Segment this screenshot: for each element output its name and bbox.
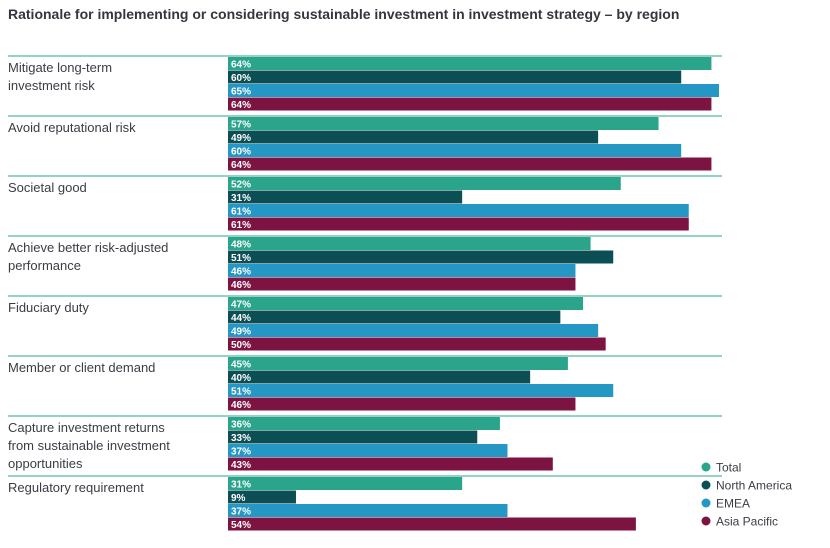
- category-label: Fiduciary duty: [8, 300, 89, 315]
- category-label: from sustainable investment: [8, 438, 170, 453]
- data-label: 61%: [231, 207, 251, 218]
- data-label: 40%: [231, 373, 251, 384]
- bar: [228, 490, 296, 504]
- bar: [228, 177, 621, 190]
- bar: [228, 324, 599, 337]
- chart-title: Rationale for implementing or considerin…: [8, 6, 680, 22]
- data-label: 33%: [231, 433, 251, 444]
- category-label: Capture investment returns: [8, 420, 165, 435]
- data-label: 54%: [231, 520, 251, 531]
- bar: [228, 430, 478, 444]
- data-label: 46%: [231, 400, 251, 411]
- bar: [228, 117, 659, 130]
- bar: [228, 84, 719, 97]
- legend-label: Asia Pacific: [716, 515, 778, 529]
- data-label: 37%: [231, 447, 251, 458]
- legend-marker: [701, 480, 711, 490]
- data-label: 37%: [231, 507, 251, 518]
- bar: [228, 457, 553, 471]
- category-label: opportunities: [8, 456, 83, 471]
- data-label: 64%: [231, 100, 251, 111]
- bar: [228, 370, 531, 384]
- bar: [228, 504, 508, 517]
- data-label: 49%: [231, 133, 251, 144]
- legend-label: Total: [716, 461, 741, 475]
- bar: [228, 397, 576, 411]
- bar: [228, 70, 682, 84]
- category-label: Member or client demand: [8, 360, 155, 375]
- bar: [228, 144, 682, 157]
- bar: [228, 337, 606, 351]
- bar: [228, 57, 712, 70]
- category-label: Societal good: [8, 180, 87, 195]
- category-label: Mitigate long-term: [8, 60, 112, 75]
- data-label: 65%: [231, 87, 251, 98]
- data-label: 36%: [231, 420, 251, 431]
- data-label: 46%: [231, 267, 251, 278]
- bar: [228, 384, 614, 397]
- category-label: Regulatory requirement: [8, 480, 144, 495]
- data-label: 43%: [231, 460, 251, 471]
- data-label: 50%: [231, 340, 251, 351]
- category-label: performance: [8, 258, 81, 273]
- bar: [228, 477, 463, 490]
- legend-marker: [701, 462, 711, 472]
- bar: [228, 264, 576, 277]
- category-label: Avoid reputational risk: [8, 120, 136, 135]
- data-label: 57%: [231, 120, 251, 131]
- bar: [228, 130, 599, 144]
- category-label: Achieve better risk-adjusted: [8, 240, 168, 255]
- bar: [228, 444, 508, 457]
- data-label: 60%: [231, 147, 251, 158]
- bar: [228, 217, 689, 231]
- bar: [228, 357, 568, 370]
- data-label: 49%: [231, 327, 251, 338]
- data-label: 46%: [231, 280, 251, 291]
- legend-marker: [701, 516, 711, 526]
- data-label: 60%: [231, 73, 251, 84]
- data-label: 9%: [231, 493, 246, 504]
- data-label: 44%: [231, 313, 251, 324]
- bar: [228, 190, 463, 204]
- legend-label: North America: [716, 479, 792, 493]
- bar: [228, 157, 712, 171]
- bar: [228, 417, 500, 430]
- bar: [228, 310, 561, 324]
- bar: [228, 297, 584, 310]
- bar: [228, 237, 591, 250]
- data-label: 31%: [231, 480, 251, 491]
- legend-label: EMEA: [716, 497, 750, 511]
- data-label: 47%: [231, 300, 251, 311]
- category-label: investment risk: [8, 78, 95, 93]
- data-label: 45%: [231, 360, 251, 371]
- bar: [228, 277, 576, 291]
- data-label: 51%: [231, 253, 251, 264]
- bar: [228, 250, 614, 264]
- bar: [228, 517, 636, 531]
- data-label: 48%: [231, 240, 251, 251]
- legend-marker: [701, 498, 711, 508]
- data-label: 52%: [231, 180, 251, 191]
- data-label: 31%: [231, 193, 251, 204]
- bar: [228, 204, 689, 217]
- bar: [228, 97, 712, 111]
- data-label: 61%: [231, 220, 251, 231]
- data-label: 64%: [231, 60, 251, 71]
- data-label: 51%: [231, 387, 251, 398]
- data-label: 64%: [231, 160, 251, 171]
